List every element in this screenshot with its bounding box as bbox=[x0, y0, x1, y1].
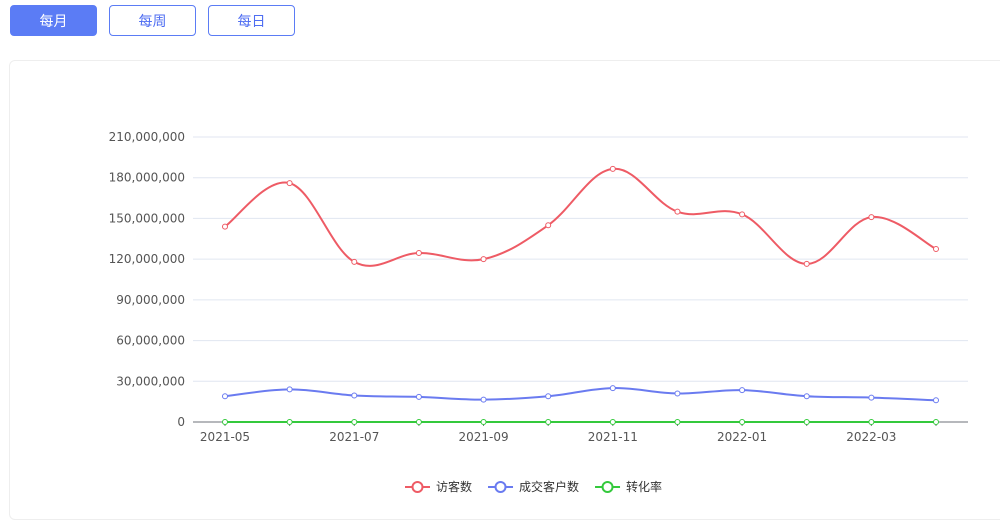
period-tabs: 每月 每周 每日 bbox=[10, 5, 295, 36]
data-point[interactable] bbox=[480, 256, 487, 263]
data-point[interactable] bbox=[480, 419, 487, 425]
data-point[interactable] bbox=[609, 385, 616, 392]
x-tick-label: 2021-07 bbox=[329, 430, 379, 444]
data-point[interactable] bbox=[868, 419, 875, 425]
x-tick-label: 2021-11 bbox=[588, 430, 638, 444]
data-point[interactable] bbox=[222, 223, 228, 230]
x-axis: 2021-05 2021-07 2021-09 2021-11 2022-01 2022-… bbox=[200, 422, 937, 444]
data-point[interactable] bbox=[545, 222, 552, 229]
y-tick-label: 60,000,000 bbox=[116, 334, 185, 348]
legend-label[interactable]: 成交客户数 bbox=[519, 479, 579, 494]
legend-marker[interactable] bbox=[494, 481, 507, 493]
legend-label[interactable]: 转化率 bbox=[626, 479, 662, 494]
data-point[interactable] bbox=[415, 393, 422, 400]
data-point[interactable] bbox=[609, 419, 616, 425]
y-axis: 0 30,000,000 60,000,000 90,000,000 120,000,0… bbox=[109, 130, 185, 429]
series-lines bbox=[222, 165, 939, 425]
data-point[interactable] bbox=[868, 214, 875, 221]
y-tick-label: 90,000,000 bbox=[116, 293, 185, 307]
tab-monthly[interactable]: 每月 bbox=[10, 5, 97, 36]
data-point[interactable] bbox=[803, 393, 810, 400]
legend: 访客数 成交客户数 转化率 bbox=[405, 479, 662, 494]
data-point[interactable] bbox=[739, 419, 746, 425]
data-point[interactable] bbox=[351, 419, 358, 425]
data-point[interactable] bbox=[739, 387, 746, 394]
y-tick-label: 180,000,000 bbox=[109, 171, 185, 185]
data-point[interactable] bbox=[415, 419, 422, 425]
data-point[interactable] bbox=[933, 245, 939, 252]
legend-marker[interactable] bbox=[601, 481, 614, 493]
x-tick-label: 2021-09 bbox=[458, 430, 508, 444]
data-point[interactable] bbox=[415, 250, 422, 257]
data-point[interactable] bbox=[933, 419, 939, 425]
data-point[interactable] bbox=[222, 419, 228, 425]
y-tick-label: 150,000,000 bbox=[109, 211, 185, 225]
data-point[interactable] bbox=[609, 165, 616, 172]
data-point[interactable] bbox=[674, 419, 681, 425]
data-point[interactable] bbox=[222, 393, 228, 400]
x-tick-label: 2022-03 bbox=[846, 430, 896, 444]
x-tick-label: 2022-01 bbox=[717, 430, 767, 444]
y-tick-label: 30,000,000 bbox=[116, 374, 185, 388]
legend-marker[interactable] bbox=[411, 481, 424, 493]
data-point[interactable] bbox=[286, 386, 293, 393]
data-point[interactable] bbox=[286, 419, 293, 425]
data-point[interactable] bbox=[868, 394, 875, 401]
y-tick-label: 120,000,000 bbox=[109, 252, 185, 266]
series-line-1 bbox=[224, 387, 937, 402]
tab-daily[interactable]: 每日 bbox=[208, 5, 295, 36]
data-point[interactable] bbox=[803, 260, 810, 267]
data-point[interactable] bbox=[545, 419, 552, 425]
data-point[interactable] bbox=[351, 392, 358, 399]
y-tick-label: 210,000,000 bbox=[109, 130, 185, 144]
y-tick-label: 0 bbox=[177, 415, 185, 429]
data-point[interactable] bbox=[286, 180, 293, 187]
data-point[interactable] bbox=[803, 419, 810, 425]
series-line-0 bbox=[224, 167, 937, 267]
data-point[interactable] bbox=[480, 396, 487, 403]
data-point[interactable] bbox=[351, 258, 358, 265]
data-point[interactable] bbox=[739, 211, 746, 218]
x-tick-label: 2021-05 bbox=[200, 430, 250, 444]
legend-label[interactable]: 访客数 bbox=[436, 479, 472, 494]
tab-weekly[interactable]: 每周 bbox=[109, 5, 196, 36]
data-point[interactable] bbox=[674, 208, 681, 215]
data-point[interactable] bbox=[674, 390, 681, 397]
data-point[interactable] bbox=[933, 397, 939, 404]
grid-lines bbox=[193, 136, 968, 423]
data-point[interactable] bbox=[545, 393, 552, 400]
